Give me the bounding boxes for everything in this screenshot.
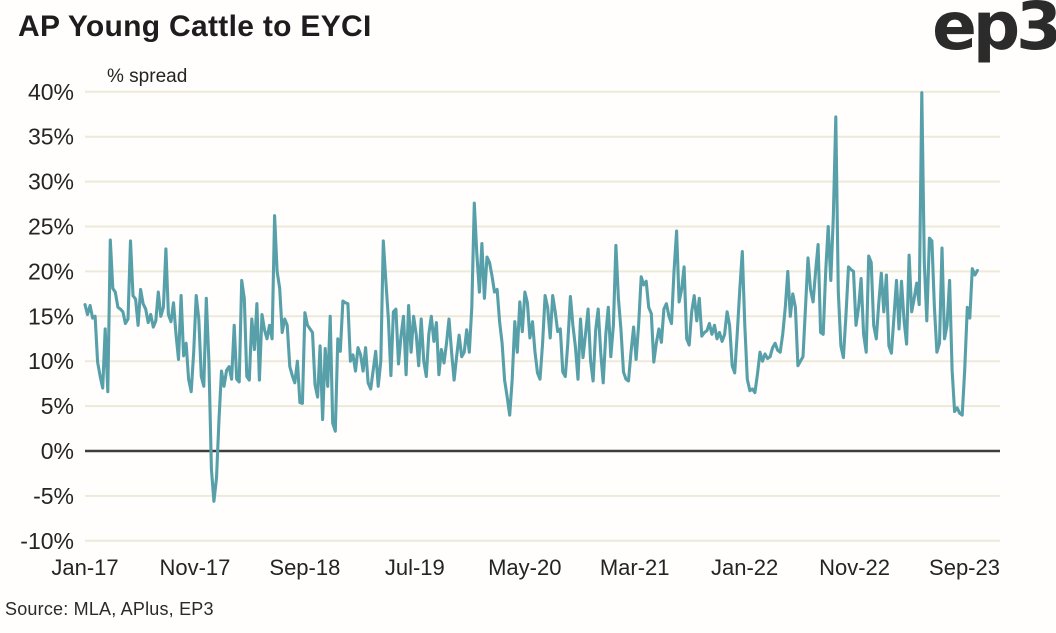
- line-chart: 40% 35% 30% 25% 20% 15% 10% 5% 0% -5% -10%Jan-17 No…: [20, 66, 1000, 580]
- y-tick-label: -5%: [33, 483, 74, 509]
- y-axis-title: % spread: [107, 66, 187, 87]
- x-tick-label: Sep-18: [269, 555, 340, 580]
- page-title: AP Young Cattle to EYCI: [18, 10, 372, 43]
- x-tick-label: May-20: [488, 555, 561, 580]
- y-tick-label: 35%: [28, 124, 74, 150]
- y-tick-label: 30%: [28, 169, 74, 195]
- x-tick-label: Jul-19: [385, 555, 445, 580]
- y-tick-label: 40%: [28, 79, 74, 105]
- ep3-logo: ep3: [932, 0, 1056, 65]
- y-tick-label: 10%: [28, 348, 74, 374]
- y-tick-label: 5%: [41, 393, 74, 419]
- x-tick-label: Sep-23: [929, 555, 1000, 580]
- y-tick-label: -10%: [20, 528, 74, 554]
- y-tick-label: 15%: [28, 303, 74, 329]
- x-tick-label: Nov-17: [159, 555, 230, 580]
- x-tick-label: Nov-22: [819, 555, 890, 580]
- y-tick-label: 20%: [28, 258, 74, 284]
- y-tick-label: 25%: [28, 214, 74, 240]
- y-tick-label: 0%: [41, 438, 74, 464]
- x-tick-label: Jan-17: [51, 555, 118, 580]
- x-tick-label: Mar-21: [600, 555, 670, 580]
- spread-series-line: [83, 91, 979, 503]
- x-tick-label: Jan-22: [711, 555, 778, 580]
- source-note: Source: MLA, APlus, EP3: [5, 599, 214, 619]
